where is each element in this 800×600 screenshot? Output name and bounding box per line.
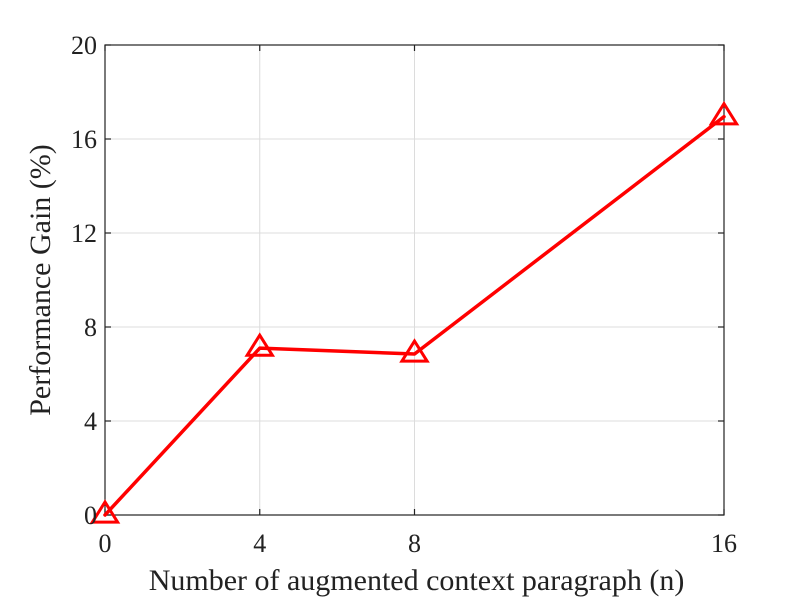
data-point-marker-2	[399, 338, 430, 363]
x-tick-label-3: 16	[711, 529, 737, 558]
x-tick-label-1: 4	[253, 529, 266, 558]
y-tick-label-4: 16	[71, 125, 97, 154]
y-tick-label-1: 4	[84, 407, 97, 436]
gridlines	[104, 44, 725, 516]
series-layer	[89, 100, 740, 524]
y-axis-label: Performance Gain (%)	[24, 144, 57, 416]
x-axis-label: Number of augmented context paragraph (n…	[149, 564, 685, 597]
data-point-marker-3	[708, 100, 740, 126]
data-point-marker-0	[89, 499, 121, 524]
y-tick-label-2: 8	[84, 313, 97, 342]
data-point-marker-1	[244, 332, 276, 357]
y-tick-label-0: 0	[84, 501, 97, 530]
tick-marks	[104, 44, 725, 516]
y-tick-label-5: 20	[71, 31, 97, 60]
x-tick-label-2: 8	[408, 529, 421, 558]
x-tick-label-0: 0	[99, 529, 112, 558]
y-tick-label-3: 12	[71, 219, 97, 248]
series-line-0	[103, 114, 726, 517]
tick-labels: 0 4 8 16 0 4 8 12 16 20	[71, 31, 737, 558]
